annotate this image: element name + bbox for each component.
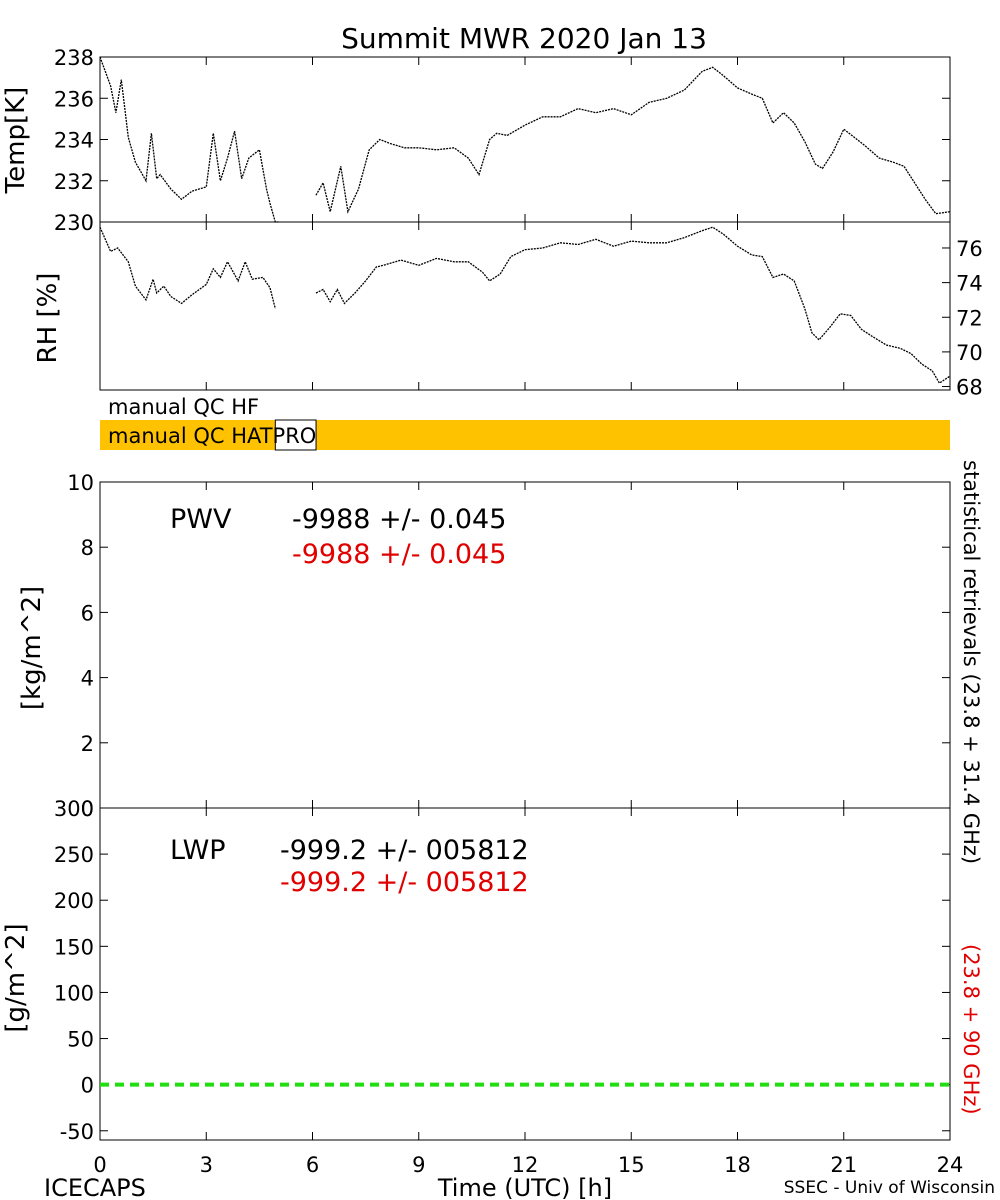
y-tick-label: 4 [81,667,94,691]
x-tick-label: 15 [618,1153,645,1177]
y-tick-label: 234 [54,129,94,153]
footer-left: ICECAPS [44,1174,146,1200]
y-tick-label: 230 [54,211,94,235]
x-tick-label: 24 [937,1153,964,1177]
y-tick-label: 238 [54,46,94,70]
y-tick-label: -50 [60,1120,94,1144]
y-tick-label: 70 [956,341,983,365]
x-axis-label: Time (UTC) [h] [437,1174,612,1200]
rh-series [99,226,951,385]
qc-hf-label: manual QC HF [108,395,259,419]
x-tick-label: 9 [412,1153,425,1177]
y-tick-label: 200 [54,889,94,913]
y-tick-label: 300 [54,797,94,821]
lwp-annotation-black: -999.2 +/- 005812 [280,835,529,866]
temperature-panel [99,56,951,223]
temperature-y-ticks: 230 232 234 236 238 [54,46,951,235]
x-tick-label: 18 [724,1153,751,1177]
pwv-annotation-red: -9988 +/- 0.045 [292,539,506,570]
y-tick-label: 250 [54,843,94,867]
x-tick-label: 21 [830,1153,857,1177]
y-tick-label: 100 [54,981,94,1005]
x-ticks: 0 3 6 9 12 15 18 21 24 [93,1153,963,1177]
lwp-annotation-name: LWP [170,835,226,866]
pwv-y-ticks: 0 2 4 6 8 10 [67,471,951,821]
y-tick-label: 50 [67,1028,94,1052]
y-tick-label: 0 [81,1074,94,1098]
y-tick-label: 72 [956,306,983,330]
pwv-ylabel: [kg/m^2] [17,586,47,710]
series-line [99,226,276,309]
footer-right: SSEC - Univ of Wisconsin [784,1178,995,1198]
right-label-black: statistical retrievals (23.8 + 31.4 GHz) [959,460,983,864]
y-tick-label: 6 [81,601,94,625]
pwv-annotation-black: -9988 +/- 0.045 [292,504,506,535]
temperature-ylabel: Temp[K] [1,87,31,195]
right-label-red: (23.8 + 90 GHz) [959,944,983,1115]
temperature-series [99,56,951,223]
x-tick-label: 3 [200,1153,213,1177]
y-tick-label: 150 [54,935,94,959]
qc-hatpro-label: manual QC HATPRO [108,424,316,448]
chart-title: Summit MWR 2020 Jan 13 [341,22,707,55]
y-tick-label: 68 [956,376,983,400]
series-line [99,56,279,223]
series-line [315,226,951,385]
pwv-annotation-name: PWV [170,504,232,535]
y-tick-label: 8 [81,536,94,560]
lwp-annotation-red: -999.2 +/- 005812 [280,867,529,898]
y-tick-label: 74 [956,272,983,296]
y-tick-label: 76 [956,237,983,261]
y-tick-label: 0 [81,797,94,821]
rh-panel [99,221,951,391]
x-tick-label: 6 [306,1153,319,1177]
y-tick-label: 232 [54,170,94,194]
lwp-y-ticks: -50 0 50 100 150 200 250 300 [54,797,951,1144]
qc-hatpro-bar: manual QC HATPRO [100,419,950,451]
qc-hatpro-fill [100,420,950,450]
y-tick-label: 2 [81,732,94,756]
rh-y-ticks: 68 70 72 74 76 [99,222,983,400]
x-tick-label: 12 [512,1153,539,1177]
rh-ylabel: RH [%] [33,273,63,364]
lwp-ylabel: [g/m^2] [1,923,31,1032]
series-line [315,66,951,215]
y-tick-label: 10 [67,471,94,495]
y-tick-label: 236 [54,87,94,111]
x-tick-label: 0 [93,1153,106,1177]
qc-hatpro-gap [274,419,317,451]
